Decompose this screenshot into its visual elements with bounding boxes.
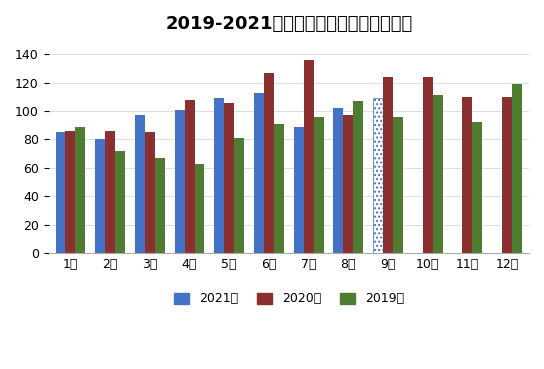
Bar xyxy=(184,100,195,253)
Bar xyxy=(65,131,76,253)
Bar xyxy=(155,158,165,253)
Bar xyxy=(95,139,105,253)
Bar xyxy=(502,97,512,253)
Bar xyxy=(383,77,393,253)
Bar xyxy=(135,115,145,253)
Title: 2019-2021年中国甲醇月度进口量走势图: 2019-2021年中国甲醇月度进口量走势图 xyxy=(165,15,412,33)
Bar xyxy=(353,101,363,253)
Bar xyxy=(145,132,155,253)
Bar xyxy=(472,123,483,253)
Bar xyxy=(333,108,343,253)
Bar xyxy=(254,93,264,253)
Bar xyxy=(195,163,205,253)
Bar xyxy=(512,84,522,253)
Bar xyxy=(55,132,65,253)
Bar xyxy=(313,117,324,253)
Bar xyxy=(304,60,313,253)
Bar xyxy=(224,103,234,253)
Bar xyxy=(214,98,224,253)
Bar xyxy=(234,138,244,253)
Bar xyxy=(274,124,284,253)
Bar xyxy=(264,73,274,253)
Bar xyxy=(462,97,472,253)
Bar xyxy=(76,127,85,253)
Bar xyxy=(175,110,184,253)
Bar xyxy=(423,77,432,253)
Bar xyxy=(393,117,403,253)
Bar xyxy=(294,127,304,253)
Legend: 2021年, 2020年, 2019年: 2021年, 2020年, 2019年 xyxy=(169,287,409,310)
Bar xyxy=(105,131,115,253)
Bar xyxy=(343,115,353,253)
Bar xyxy=(373,98,383,253)
Bar xyxy=(432,96,443,253)
Bar xyxy=(115,151,125,253)
